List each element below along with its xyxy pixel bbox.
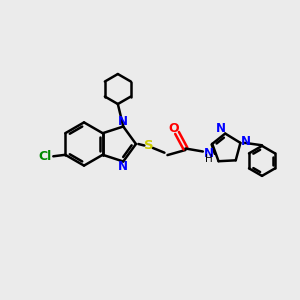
Text: N: N [118, 160, 128, 173]
Text: O: O [168, 122, 179, 135]
Text: N: N [204, 147, 214, 160]
Text: H: H [205, 154, 213, 164]
Text: N: N [216, 122, 226, 135]
Text: S: S [144, 139, 153, 152]
Text: Cl: Cl [39, 150, 52, 163]
Text: N: N [241, 135, 251, 148]
Text: N: N [118, 115, 128, 128]
